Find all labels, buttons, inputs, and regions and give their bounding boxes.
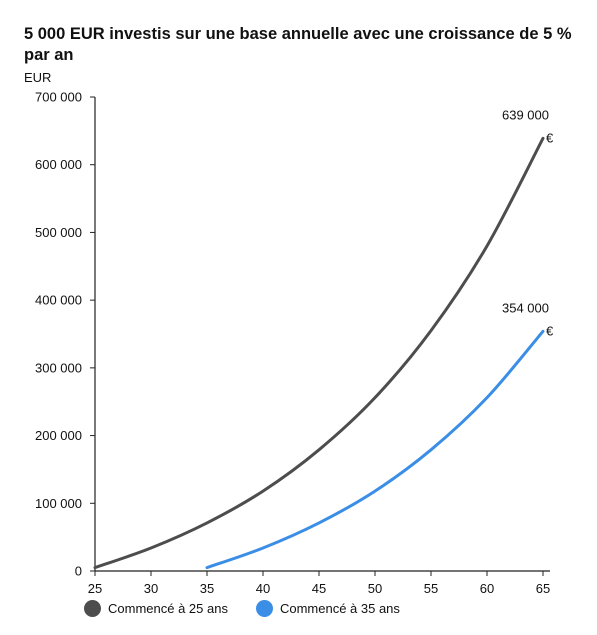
legend-label-series-1: Commencé à 25 ans bbox=[108, 601, 228, 616]
y-tick-label: 100 000 bbox=[35, 496, 82, 511]
series-end-labels: 639 000 €354 000 € bbox=[502, 107, 554, 338]
x-tick-labels: 25 30 35 40 45 50 55 60 65 bbox=[88, 571, 550, 596]
x-tick-label: 30 bbox=[144, 581, 158, 596]
chart-title: 5 000 EUR investis sur une base annuelle… bbox=[24, 25, 572, 64]
x-tick-label: 35 bbox=[200, 581, 214, 596]
y-axis-unit-label: EUR bbox=[24, 70, 52, 85]
y-tick-label: 600 000 bbox=[35, 157, 82, 172]
y-tick-label: 300 000 bbox=[35, 360, 82, 375]
series-line-2 bbox=[205, 329, 545, 570]
legend-swatch-series-1 bbox=[84, 600, 101, 617]
x-tick-label: 50 bbox=[368, 581, 382, 596]
y-tick-label: 700 000 bbox=[35, 90, 82, 105]
y-tick-label: 200 000 bbox=[35, 428, 82, 443]
legend: Commencé à 25 ans Commencé à 35 ans bbox=[84, 600, 400, 617]
y-tick-labels: 0 100 000 200 000 300 000 400 000 500 000 600 … bbox=[35, 90, 95, 579]
series-lines bbox=[93, 136, 545, 570]
x-tick-label: 60 bbox=[480, 581, 494, 596]
series-line-1 bbox=[93, 136, 545, 570]
end-value-label-2: 354 000 bbox=[502, 300, 549, 315]
y-tick-label: 400 000 bbox=[35, 293, 82, 308]
end-unit-label-1: € bbox=[546, 130, 554, 145]
legend-label-series-2: Commencé à 35 ans bbox=[279, 601, 400, 616]
x-tick-label: 65 bbox=[536, 581, 550, 596]
legend-item-series-1[interactable]: Commencé à 25 ans bbox=[84, 600, 228, 617]
x-tick-label: 45 bbox=[312, 581, 326, 596]
legend-swatch-series-2 bbox=[255, 600, 273, 617]
x-tick-label: 40 bbox=[256, 581, 270, 596]
legend-item-series-2[interactable]: Commencé à 35 ans bbox=[255, 600, 400, 617]
y-tick-label: 500 000 bbox=[35, 225, 82, 240]
y-tick-label: 0 bbox=[75, 564, 82, 579]
end-unit-label-2: € bbox=[546, 323, 554, 338]
x-tick-label: 25 bbox=[88, 581, 102, 596]
end-value-label-1: 639 000 bbox=[502, 107, 549, 122]
x-tick-label: 55 bbox=[424, 581, 438, 596]
